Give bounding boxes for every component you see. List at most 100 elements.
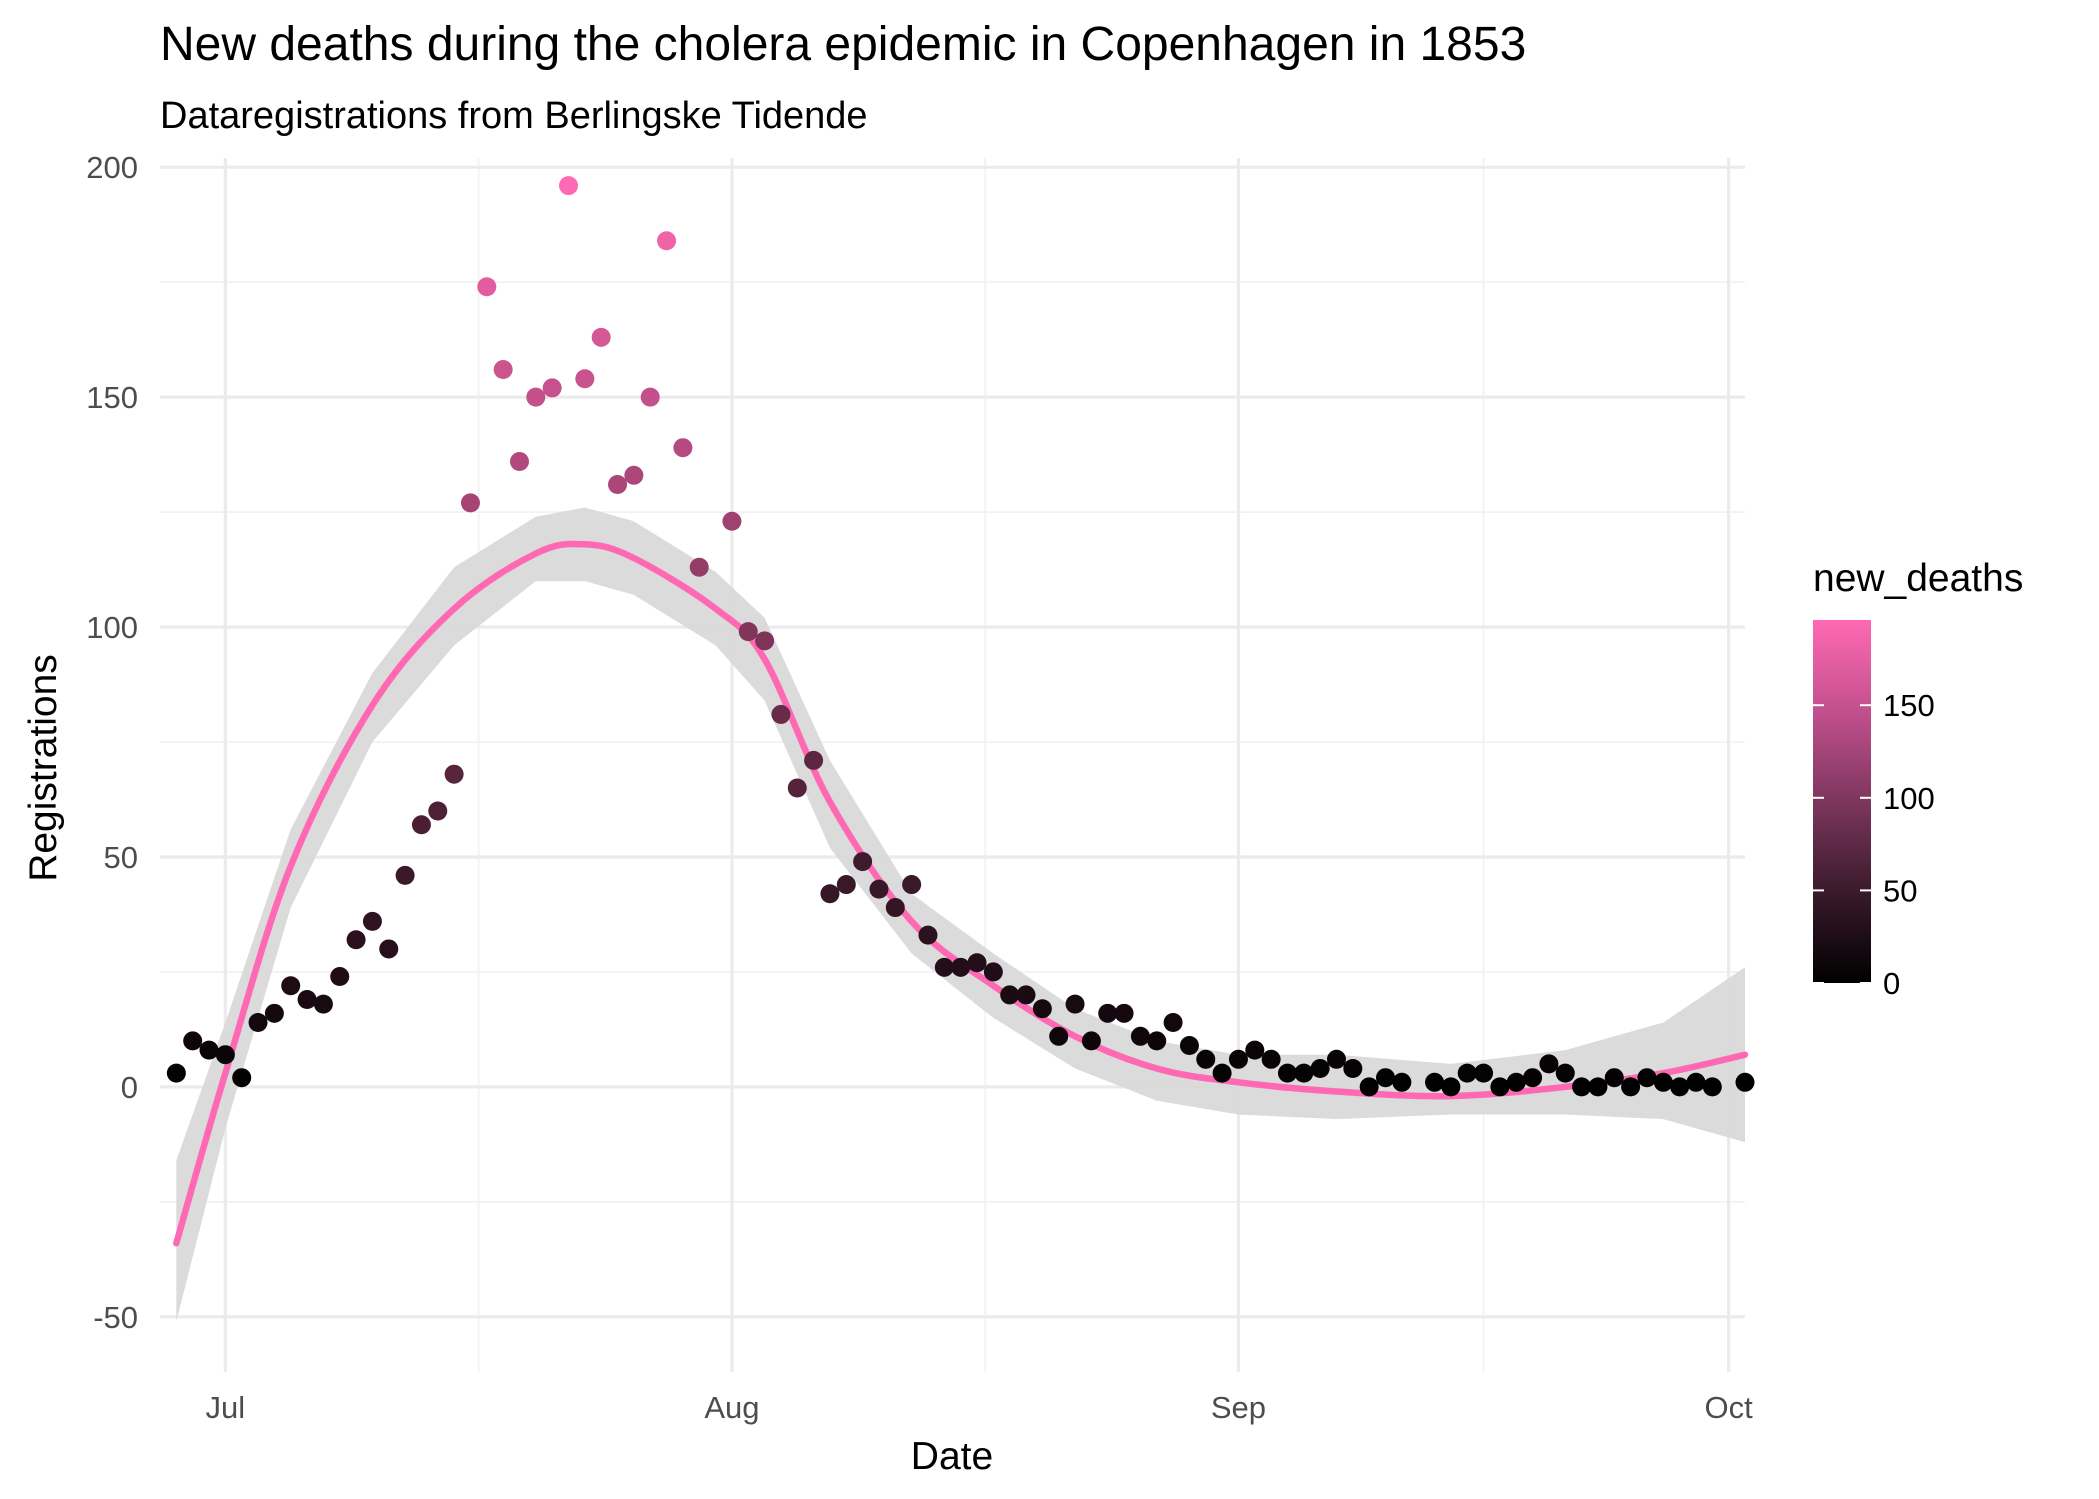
data-point <box>820 884 840 904</box>
data-point <box>689 557 709 577</box>
data-point <box>787 778 807 798</box>
data-point <box>1555 1063 1575 1083</box>
data-point <box>1294 1063 1314 1083</box>
data-point <box>591 327 611 347</box>
data-point <box>575 369 595 389</box>
data-point <box>1277 1063 1297 1083</box>
y-tick-label: 150 <box>86 380 138 415</box>
data-point <box>183 1031 203 1051</box>
data-point <box>1228 1049 1248 1069</box>
data-point <box>608 474 628 494</box>
data-point <box>1392 1072 1412 1092</box>
data-point <box>722 511 742 531</box>
data-point <box>869 879 889 899</box>
legend-ticks: 0 50 100 150 <box>1813 688 1935 1001</box>
y-tick-label: -50 <box>93 1300 138 1335</box>
data-point <box>1637 1068 1657 1088</box>
y-tick-label: 200 <box>86 150 138 185</box>
data-point <box>1081 1031 1101 1051</box>
y-tick-label: 50 <box>104 840 138 875</box>
data-point <box>1130 1026 1150 1046</box>
y-axis-title: Registrations <box>22 654 65 882</box>
data-point <box>1212 1063 1232 1083</box>
data-point <box>1376 1068 1396 1088</box>
data-point <box>232 1068 252 1088</box>
data-point <box>918 925 938 945</box>
data-point <box>542 378 562 398</box>
data-point <box>640 387 660 407</box>
data-point <box>1735 1072 1755 1092</box>
y-tick-label: 100 <box>86 610 138 645</box>
data-point <box>1670 1077 1690 1097</box>
data-point <box>1114 1003 1134 1023</box>
data-point <box>215 1045 235 1065</box>
data-point <box>1604 1068 1624 1088</box>
data-point <box>264 1003 284 1023</box>
smooth-line <box>173 540 1749 1247</box>
data-point <box>804 750 824 770</box>
data-point <box>1196 1049 1216 1069</box>
legend-colorbar <box>1813 620 1871 983</box>
legend-tick-label: 100 <box>1883 781 1935 816</box>
data-point <box>428 801 448 821</box>
data-point <box>248 1013 268 1033</box>
data-point <box>411 815 431 835</box>
y-axis-ticks: -50 0 50 100 150 200 <box>86 150 138 1335</box>
data-point <box>624 465 644 485</box>
data-point <box>362 911 382 931</box>
data-point <box>1098 1003 1118 1023</box>
data-point <box>902 875 922 895</box>
data-point <box>1702 1077 1722 1097</box>
x-tick-label: Sep <box>1211 1390 1266 1425</box>
data-point <box>1572 1077 1592 1097</box>
data-point <box>1621 1077 1641 1097</box>
data-point <box>509 452 529 471</box>
legend: new_deaths 0 50 100 150 <box>1813 557 2023 1001</box>
data-point <box>1032 999 1052 1019</box>
x-tick-label: Aug <box>704 1390 759 1425</box>
data-point <box>1245 1040 1265 1060</box>
data-point <box>836 875 856 895</box>
data-point <box>1539 1054 1559 1074</box>
smooth-layer <box>173 540 1749 1247</box>
legend-tick-label: 150 <box>1883 688 1935 723</box>
data-point <box>1000 985 1020 1005</box>
data-point <box>444 764 464 784</box>
data-point <box>1490 1077 1510 1097</box>
data-point <box>460 493 480 513</box>
data-point <box>1653 1072 1673 1092</box>
data-point <box>853 852 873 872</box>
data-point <box>1359 1077 1379 1097</box>
points-layer <box>166 176 1755 1097</box>
data-point <box>1523 1068 1543 1088</box>
data-point <box>1326 1049 1346 1069</box>
data-point <box>1163 1013 1183 1033</box>
data-point <box>1425 1072 1445 1092</box>
grid <box>160 158 1745 1372</box>
data-point <box>313 994 333 1014</box>
data-point <box>657 231 677 251</box>
legend-tick-label: 0 <box>1883 966 1900 1001</box>
data-point <box>1506 1072 1526 1092</box>
data-point <box>166 1063 186 1083</box>
data-point <box>1686 1072 1706 1092</box>
data-point <box>951 957 971 977</box>
data-point <box>1065 994 1085 1014</box>
data-point <box>1261 1049 1281 1069</box>
confidence-ribbon <box>176 507 1745 1322</box>
data-point <box>379 939 399 959</box>
data-point <box>330 967 350 987</box>
ribbon-layer <box>176 507 1745 1322</box>
chart-subtitle: Dataregistrations from Berlingske Tidend… <box>160 95 868 137</box>
data-point <box>493 360 513 380</box>
x-tick-label: Jul <box>206 1390 246 1425</box>
data-point <box>738 622 758 642</box>
legend-title: new_deaths <box>1813 557 2023 600</box>
x-axis-title: Date <box>911 1435 993 1478</box>
data-point <box>771 704 791 724</box>
data-point <box>1147 1031 1167 1051</box>
data-point <box>526 387 546 407</box>
chart-title: New deaths during the cholera epidemic i… <box>160 18 1526 71</box>
data-point <box>967 953 987 973</box>
